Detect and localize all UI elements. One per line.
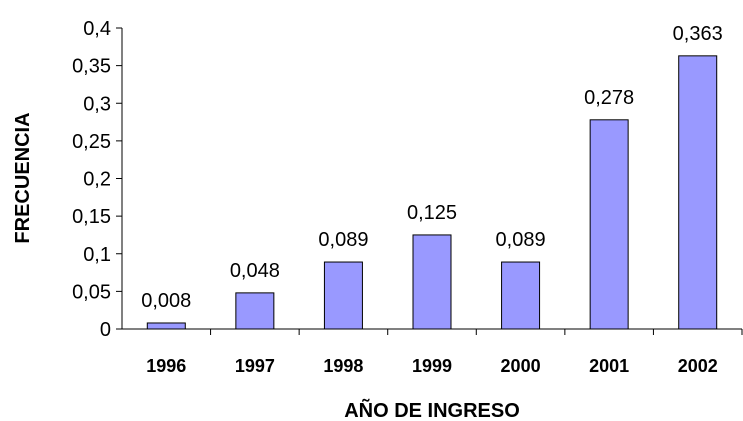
y-tick-label: 0,4 [83, 18, 111, 40]
x-tick-label: 2001 [589, 356, 629, 376]
bar [235, 292, 275, 330]
x-tick-label: 1999 [412, 356, 452, 376]
x-tick-label: 2002 [678, 356, 718, 376]
data-label: 0,008 [141, 290, 191, 312]
data-label: 0,125 [407, 202, 457, 224]
data-label: 0,089 [496, 229, 546, 251]
x-axis-title: AÑO DE INGRESO [344, 399, 520, 421]
bar [501, 261, 541, 330]
bar [146, 322, 186, 330]
data-label: 0,278 [584, 87, 634, 109]
y-tick-label: 0,15 [72, 206, 111, 228]
x-tick-label: 1998 [323, 356, 363, 376]
x-tick-label: 2000 [501, 356, 541, 376]
data-label: 0,363 [673, 23, 723, 45]
y-axis-title: FRECUENCIA [12, 112, 34, 243]
y-tick-label: 0,3 [83, 93, 111, 115]
bar [323, 261, 363, 330]
bar [412, 234, 452, 330]
y-tick-label: 0 [100, 319, 111, 341]
x-tick-label: 1996 [146, 356, 186, 376]
bar [678, 55, 718, 330]
y-tick-label: 0,05 [72, 281, 111, 303]
bar [589, 119, 629, 330]
data-label: 0,048 [230, 260, 280, 282]
y-axis-ticks: 0 0,05 0,1 0,15 0,2 0,25 0,3 0,35 0,4 [72, 18, 122, 341]
data-label: 0,089 [318, 229, 368, 251]
y-tick-label: 0,35 [72, 56, 111, 78]
x-axis-ticks: 1996 1997 1998 1999 2000 2001 2002 [146, 329, 743, 376]
y-tick-label: 0,1 [83, 244, 111, 266]
bars [146, 55, 718, 330]
y-tick-label: 0,25 [72, 131, 111, 153]
y-tick-label: 0,2 [83, 169, 111, 191]
data-labels: 0,008 0,048 0,089 0,125 0,089 0,278 0,363 [141, 23, 722, 312]
x-tick-label: 1997 [235, 356, 275, 376]
